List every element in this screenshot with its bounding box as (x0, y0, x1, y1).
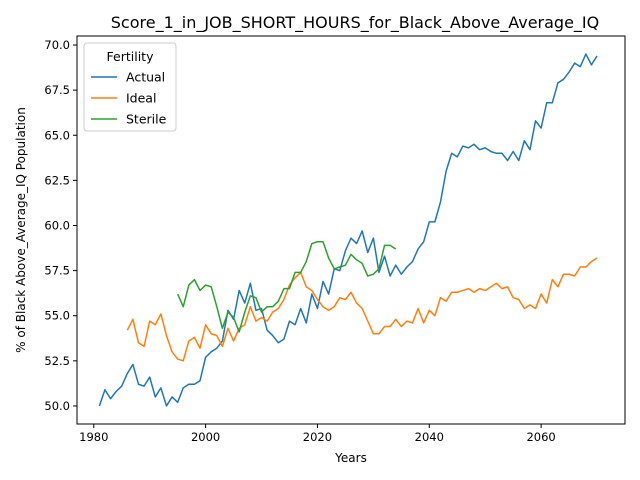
y-tick-label: 67.5 (44, 83, 70, 97)
legend-label-ideal: Ideal (126, 91, 156, 106)
series-line-ideal (126, 257, 598, 362)
plot-lines (98, 53, 598, 407)
chart-title: Score_1_in_JOB_SHORT_HOURS_for_Black_Abo… (111, 13, 600, 33)
legend-box (83, 42, 177, 132)
y-tick-label: 65.0 (44, 128, 70, 142)
series-line-actual (98, 53, 598, 407)
x-tick-label: 1980 (79, 430, 108, 444)
plot-frame (76, 35, 626, 425)
legend: Fertility Actual Ideal Sterile (83, 42, 177, 132)
y-axis: 50.0 52.5 55.0 57.5 60.0 62.5 65.0 67.5 70.0 (44, 38, 77, 413)
x-tick-label: 2040 (415, 430, 444, 444)
legend-label-actual: Actual (126, 70, 165, 85)
y-tick-label: 57.5 (44, 264, 70, 278)
x-axis: 1980 2000 2020 2040 2060 (79, 424, 556, 444)
x-tick-label: 2020 (303, 430, 332, 444)
y-tick-label: 52.5 (44, 354, 70, 368)
y-tick-label: 62.5 (44, 173, 70, 187)
y-tick-label: 50.0 (44, 399, 70, 413)
series-line-sterile (176, 240, 397, 333)
y-axis-label: % of Black Above_Average_IQ Population (14, 107, 28, 353)
y-tick-label: 60.0 (44, 218, 70, 232)
legend-label-sterile: Sterile (126, 112, 167, 127)
y-tick-label: 70.0 (44, 38, 70, 52)
x-tick-label: 2060 (526, 430, 555, 444)
x-axis-label: Years (334, 451, 367, 465)
x-tick-label: 2000 (191, 430, 220, 444)
y-tick-label: 55.0 (44, 309, 70, 323)
legend-title: Fertility (107, 49, 155, 64)
